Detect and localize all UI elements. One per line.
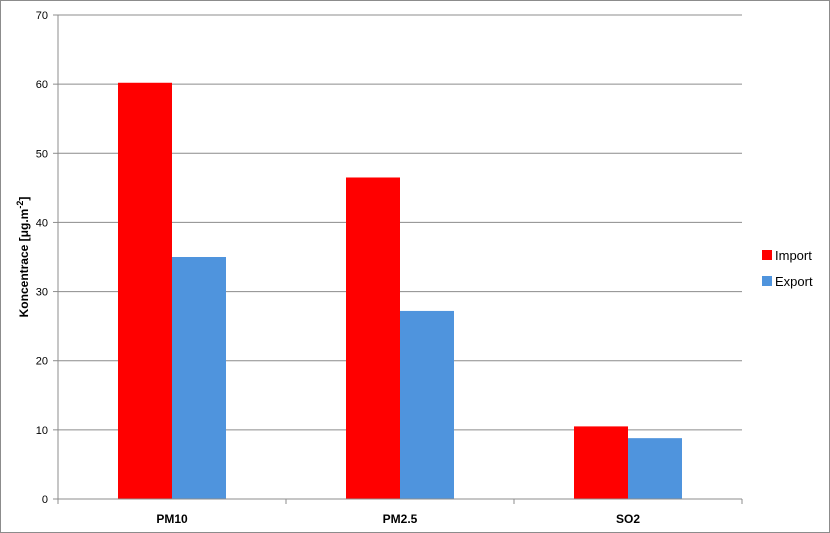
y-axis-label-text: Koncentrace [μg.m (17, 209, 31, 318)
y-tick-labels: 0 10 20 30 40 50 60 70 (36, 10, 48, 506)
y-tick-label: 20 (36, 356, 48, 368)
y-tick-label: 0 (42, 494, 48, 506)
legend: Import Export (762, 248, 813, 289)
y-axis-label-superscript: -2 (15, 201, 25, 209)
x-tick-label: PM2.5 (383, 512, 418, 526)
legend-swatch-export (762, 276, 772, 286)
x-tick-label: PM10 (156, 512, 188, 526)
y-tick-label: 60 (36, 79, 48, 91)
y-tick-label: 40 (36, 217, 48, 229)
y-tick-label: 10 (36, 425, 48, 437)
axes (53, 14, 743, 504)
bar-export-pm25 (400, 310, 454, 499)
bar-export-so2 (628, 438, 682, 499)
x-tick-labels: PM10 PM2.5 SO2 (156, 512, 640, 526)
y-tick-label: 50 (36, 148, 48, 160)
y-tick-label: 30 (36, 287, 48, 299)
bar-import-pm10 (118, 82, 172, 499)
bars (118, 82, 682, 499)
bar-import-so2 (574, 426, 628, 499)
legend-swatch-import (762, 250, 772, 260)
legend-label-import: Import (775, 248, 812, 263)
x-tick-label: SO2 (616, 512, 640, 526)
y-axis-label: Koncentrace [μg.m-2] (15, 197, 31, 318)
y-axis-label-end: ] (17, 197, 31, 201)
bar-import-pm25 (346, 177, 400, 499)
y-tick-label: 70 (36, 10, 48, 22)
bar-export-pm10 (172, 257, 226, 499)
legend-label-export: Export (775, 274, 813, 289)
